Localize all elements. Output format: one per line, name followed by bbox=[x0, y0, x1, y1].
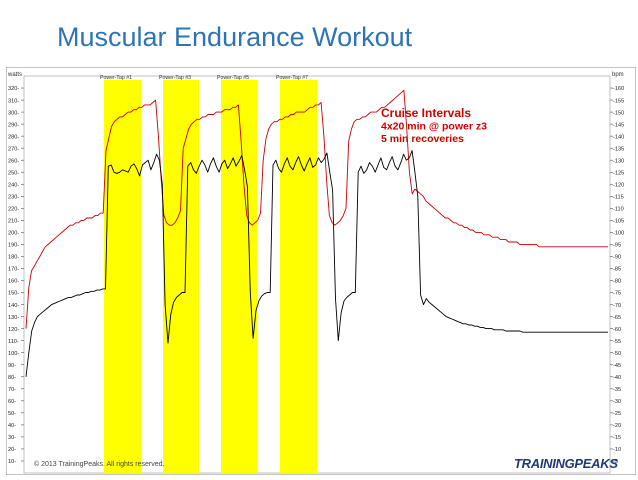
right-tick-label-24: -125 bbox=[613, 170, 624, 176]
slide-title: Muscular Endurance Workout bbox=[57, 22, 413, 52]
interval-bands bbox=[104, 80, 317, 473]
left-tick-label-11: 120- bbox=[8, 327, 19, 333]
left-tick-label-2: 30- bbox=[8, 435, 16, 441]
interval-label-1: Power-Tap #1 bbox=[100, 75, 132, 81]
interval-labels: Power-Tap #1 Power-Tap #3 Power-Tap #5 Powe… bbox=[100, 75, 308, 81]
right-axis-unit-label: bpm bbox=[612, 72, 624, 78]
right-tick-label-6: -35 bbox=[613, 387, 621, 393]
right-tick-label-3: -20 bbox=[613, 423, 621, 429]
right-tick-label-28: -145 bbox=[613, 122, 624, 128]
right-tick-label-5: -30 bbox=[613, 399, 621, 405]
left-tick-label-14: 150- bbox=[8, 291, 19, 297]
right-tick-label-9: -50 bbox=[613, 351, 621, 357]
left-tick-label-12: 130- bbox=[8, 315, 19, 321]
left-tick-label-6: 70- bbox=[8, 387, 16, 393]
right-tick-label-14: -75 bbox=[613, 291, 621, 297]
left-tick-label-15: 160- bbox=[8, 279, 19, 285]
left-tick-label-5: 60- bbox=[8, 399, 16, 405]
copyright-notice: © 2013 TrainingPeaks. All rights reserve… bbox=[34, 461, 165, 468]
left-tick-label-23: 240- bbox=[8, 182, 19, 188]
left-tick-label-10: 110- bbox=[8, 339, 19, 345]
annotation-line-3: 5 min recoveries bbox=[381, 133, 464, 145]
interval-band-3 bbox=[221, 80, 257, 473]
right-tick-label-17: -90 bbox=[613, 255, 621, 261]
right-tick-label-31: -160 bbox=[613, 86, 624, 92]
interval-band-4 bbox=[280, 80, 317, 473]
right-tick-label-26: -135 bbox=[613, 146, 624, 152]
right-axis-ticks: -5 -10 -15 -20 -25 -30 -35 -40 -45 -50 -55 -60 -65 -7… bbox=[610, 86, 624, 465]
left-tick-label-19: 200- bbox=[8, 231, 19, 237]
interval-band-2 bbox=[163, 80, 199, 473]
right-tick-label-18: -95 bbox=[613, 243, 621, 249]
right-tick-label-23: -120 bbox=[613, 182, 624, 188]
right-tick-label-29: -150 bbox=[613, 110, 624, 116]
left-tick-label-7: 80- bbox=[8, 375, 16, 381]
left-tick-label-4: 50- bbox=[8, 411, 16, 417]
right-tick-label-0: -5 bbox=[613, 459, 618, 465]
chart-svg: Power-Tap #1 Power-Tap #3 Power-Tap #5 Powe… bbox=[5, 66, 637, 476]
right-tick-label-8: -45 bbox=[613, 363, 621, 369]
right-tick-label-27: -140 bbox=[613, 134, 624, 140]
left-tick-label-26: 270- bbox=[8, 146, 19, 152]
right-tick-label-15: -80 bbox=[613, 279, 621, 285]
heart-rate-line bbox=[25, 89, 608, 329]
left-tick-label-1: 20- bbox=[8, 447, 16, 453]
right-tick-label-21: -110 bbox=[613, 207, 624, 213]
right-tick-label-12: -65 bbox=[613, 315, 621, 321]
right-tick-label-10: -55 bbox=[613, 339, 621, 345]
left-tick-label-28: 290- bbox=[8, 122, 19, 128]
chart-series bbox=[25, 89, 608, 377]
right-tick-label-25: -130 bbox=[613, 158, 624, 164]
right-tick-label-16: -85 bbox=[613, 267, 621, 273]
left-tick-label-21: 220- bbox=[8, 207, 19, 213]
left-tick-label-27: 280- bbox=[8, 134, 19, 140]
annotation-line-1: Cruise Intervals bbox=[381, 106, 471, 120]
trainingpeaks-logo: TRAININGPEAKS bbox=[514, 456, 618, 471]
workout-chart: Power-Tap #1 Power-Tap #3 Power-Tap #5 Powe… bbox=[5, 66, 637, 476]
left-tick-label-3: 40- bbox=[8, 423, 16, 429]
right-tick-label-30: -155 bbox=[613, 98, 624, 104]
left-tick-label-29: 300- bbox=[8, 110, 19, 116]
left-tick-label-31: 320- bbox=[8, 86, 19, 92]
left-tick-label-9: 100- bbox=[8, 351, 19, 357]
left-tick-label-22: 230- bbox=[8, 195, 19, 201]
right-tick-label-19: -100 bbox=[613, 231, 624, 237]
left-tick-label-24: 250- bbox=[8, 170, 19, 176]
right-tick-label-11: -60 bbox=[613, 327, 621, 333]
left-tick-label-30: 310- bbox=[8, 98, 19, 104]
left-tick-label-0: 10- bbox=[8, 459, 16, 465]
interval-label-3: Power-Tap #5 bbox=[217, 75, 249, 81]
right-tick-label-1: -10 bbox=[613, 447, 621, 453]
interval-band-1 bbox=[104, 80, 141, 473]
left-axis-unit-label: watts bbox=[7, 72, 22, 78]
left-tick-label-16: 170- bbox=[8, 267, 19, 273]
right-tick-label-22: -115 bbox=[613, 195, 624, 201]
left-tick-label-18: 190- bbox=[8, 243, 19, 249]
interval-label-2: Power-Tap #3 bbox=[159, 75, 191, 81]
right-tick-label-20: -105 bbox=[613, 219, 624, 225]
left-tick-label-20: 210- bbox=[8, 219, 19, 225]
interval-label-4: Power-Tap #7 bbox=[276, 75, 308, 81]
power-line bbox=[25, 150, 608, 377]
right-tick-label-7: -40 bbox=[613, 375, 621, 381]
annotation-line-2: 4x20 min @ power z3 bbox=[381, 121, 487, 133]
left-tick-label-13: 140- bbox=[8, 303, 19, 309]
right-tick-label-2: -15 bbox=[613, 435, 621, 441]
right-tick-label-13: -70 bbox=[613, 303, 621, 309]
left-tick-label-17: 180- bbox=[8, 255, 19, 261]
left-axis-ticks: 10- 20- 30- 40- 50- 60- 70- 80- 90- 100- 110- 120- 1… bbox=[8, 86, 24, 465]
left-tick-label-8: 90- bbox=[8, 363, 16, 369]
right-tick-label-4: -25 bbox=[613, 411, 621, 417]
left-tick-label-25: 260- bbox=[8, 158, 19, 164]
